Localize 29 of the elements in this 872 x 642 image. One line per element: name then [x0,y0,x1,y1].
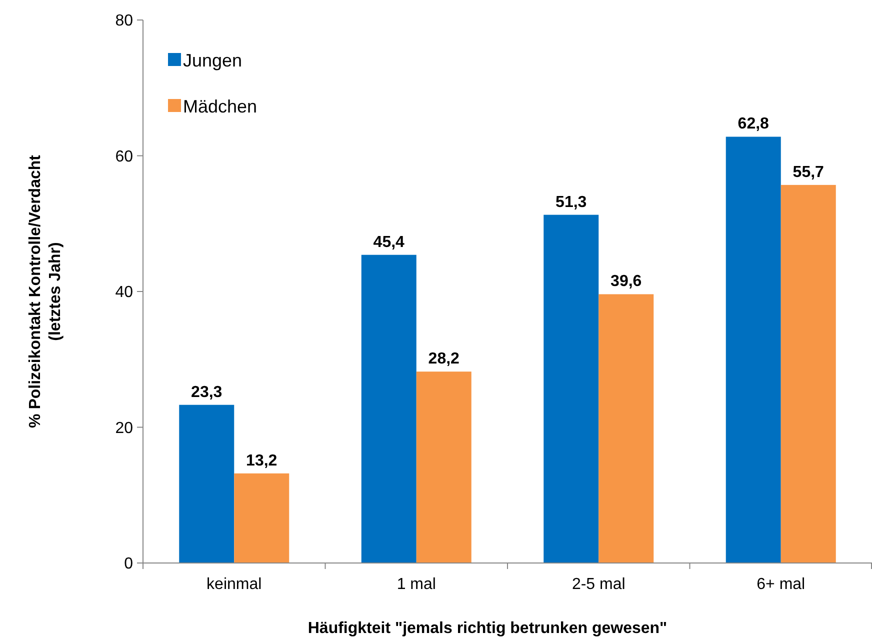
data-label: 51,3 [556,194,587,211]
bar [179,404,234,563]
data-label: 55,7 [792,164,824,181]
data-label: 45,4 [373,234,405,251]
y-tick-label: 60 [115,148,134,166]
x-tick-label: keinmal [206,576,262,593]
bar [726,136,781,563]
data-label: 13,2 [246,452,278,470]
bar [780,184,836,563]
legend-label: Jungen [183,50,242,70]
y-tick-label: 0 [124,556,134,573]
y-tick-label: 20 [115,420,134,437]
data-label: 23,3 [191,384,222,401]
y-tick-label: 80 [115,12,134,30]
bar [416,372,472,563]
x-axis-title: Häufigkteit "jemals richtig betrunken gewesen" [308,620,668,637]
y-tick-label: 40 [115,284,134,302]
bar [361,254,416,563]
data-label: 28,2 [428,350,460,368]
x-tick-label: 6+ mal [756,576,806,593]
x-tick-label: 2-5 mal [572,576,626,593]
bar [598,294,654,563]
legend-label: Mädchen [183,96,258,116]
bar [234,473,290,563]
data-label: 62,8 [738,116,770,133]
y-axis-title: % Polizeikontakt Kontrolle/Verdacht (letztes Jahr) [27,154,64,428]
bar [544,214,599,563]
data-label: 39,6 [610,273,642,290]
x-tick-label: 1 mal [396,576,436,593]
